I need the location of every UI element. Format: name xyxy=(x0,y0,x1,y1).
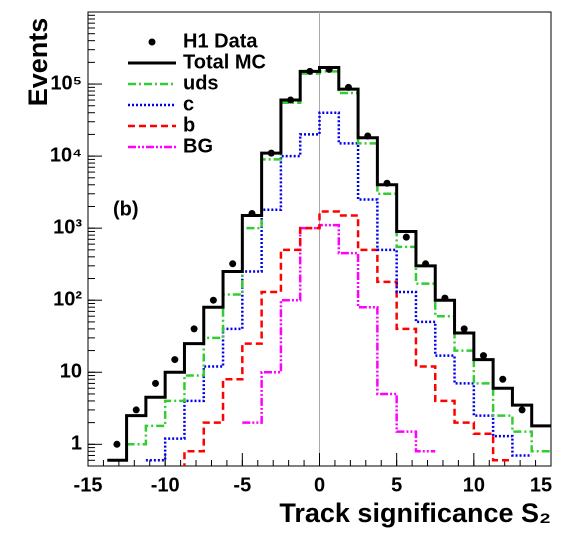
x-tick-label: 5 xyxy=(391,474,402,496)
y-tick-label: 10² xyxy=(53,288,82,310)
data-point xyxy=(306,67,314,75)
x-tick-label: -10 xyxy=(151,474,180,496)
x-tick-label: -5 xyxy=(233,474,251,496)
legend-label: BG xyxy=(183,135,213,157)
data-point xyxy=(190,325,198,333)
data-point xyxy=(248,209,256,217)
data-point xyxy=(152,379,160,387)
data-point xyxy=(325,65,333,73)
data-point xyxy=(422,260,430,268)
x-tick-label: 0 xyxy=(314,474,325,496)
x-tick-label: -15 xyxy=(74,474,103,496)
histogram-step xyxy=(183,210,513,466)
data-point xyxy=(402,233,410,241)
legend-label: H1 Data xyxy=(183,30,258,52)
data-point xyxy=(287,96,295,104)
data-point xyxy=(267,149,275,157)
histogram-step xyxy=(145,111,532,462)
data-point xyxy=(171,356,179,364)
data-point xyxy=(460,325,468,333)
data-point xyxy=(364,132,372,140)
x-axis-label: Track significance S₂ xyxy=(279,498,551,528)
y-tick-label: 10⁵ xyxy=(50,72,82,94)
plot-area xyxy=(107,65,551,466)
data-point xyxy=(383,179,391,187)
data-point xyxy=(229,260,237,268)
data-point xyxy=(209,296,217,304)
data-point xyxy=(499,375,507,383)
y-tick-label: 1 xyxy=(71,433,82,455)
y-tick-label: 10³ xyxy=(53,216,82,238)
annotation: (b) xyxy=(113,198,139,220)
y-tick-label: 10 xyxy=(60,361,82,383)
legend-symbol xyxy=(148,38,156,46)
legend-label: Total MC xyxy=(183,51,266,73)
histogram-step xyxy=(242,223,436,453)
legend-label: uds xyxy=(183,72,219,94)
y-tick-label: 10⁴ xyxy=(50,144,82,166)
data-point xyxy=(132,406,140,414)
y-axis-label: Events xyxy=(23,18,53,107)
x-tick-label: 15 xyxy=(530,474,552,496)
data-point xyxy=(113,440,121,448)
data-point xyxy=(518,406,526,414)
legend-label: c xyxy=(183,93,194,115)
data-point xyxy=(344,83,352,91)
data-point xyxy=(479,352,487,360)
legend-label: b xyxy=(183,114,195,136)
data-point xyxy=(441,294,449,302)
x-tick-label: 10 xyxy=(463,474,485,496)
